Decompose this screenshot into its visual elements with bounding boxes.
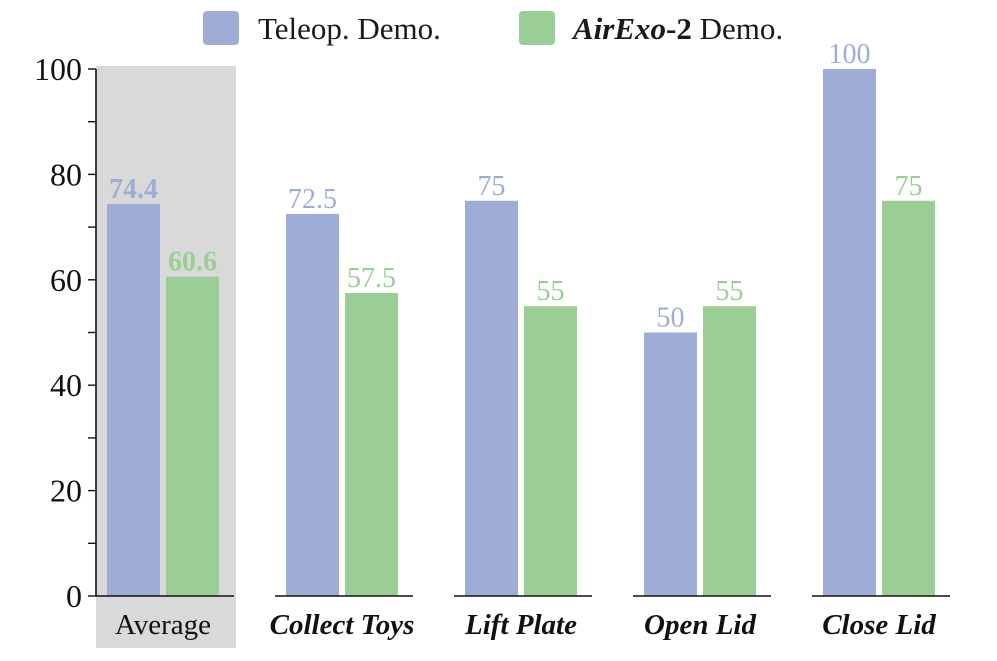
bar-collect-toys-series-2 — [345, 292, 398, 596]
y-tick-label: 80 — [50, 156, 82, 192]
value-label-lift-plate-series-2: 55 — [537, 276, 565, 307]
bar-close-lid-series-1 — [823, 69, 876, 596]
y-tick-label: 60 — [50, 262, 82, 298]
y-tick-label: 100 — [34, 51, 82, 87]
y-tick-label: 0 — [66, 578, 82, 614]
category-label-collect-toys: Collect Toys — [270, 609, 415, 641]
category-label-average: Average — [115, 609, 211, 641]
value-label-collect-toys-series-2: 57.5 — [347, 263, 396, 294]
value-label-open-lid-series-2: 55 — [716, 276, 744, 307]
value-label-close-lid-series-2: 75 — [895, 171, 923, 202]
value-label-collect-toys-series-1: 72.5 — [288, 184, 337, 215]
value-label-average-series-2: 60.6 — [168, 247, 217, 278]
legend-label-airexo: AirExo-2 Demo. — [571, 11, 783, 46]
value-label-average-series-1: 74.4 — [109, 174, 158, 205]
legend-label-teleop: Teleop. Demo. — [258, 11, 441, 46]
value-label-close-lid-series-1: 100 — [829, 39, 871, 70]
category-label-close-lid: Close Lid — [822, 609, 936, 641]
bar-open-lid-series-1 — [644, 332, 697, 596]
bar-average-series-2 — [166, 276, 219, 596]
bar-lift-plate-series-2 — [524, 306, 577, 596]
bar-collect-toys-series-1 — [286, 213, 339, 597]
bar-close-lid-series-2 — [882, 200, 935, 596]
value-label-lift-plate-series-1: 75 — [478, 171, 506, 202]
legend-swatch-airexo — [519, 11, 555, 45]
y-tick-label: 20 — [50, 473, 82, 509]
bar-lift-plate-series-1 — [465, 200, 518, 596]
bar-open-lid-series-2 — [703, 306, 756, 596]
bar-average-series-1 — [107, 203, 160, 597]
category-label-open-lid: Open Lid — [644, 609, 756, 641]
y-tick-label: 40 — [50, 367, 82, 403]
legend-swatch-teleop — [203, 11, 239, 45]
value-label-open-lid-series-1: 50 — [657, 303, 685, 334]
category-label-lift-plate: Lift Plate — [464, 609, 577, 641]
